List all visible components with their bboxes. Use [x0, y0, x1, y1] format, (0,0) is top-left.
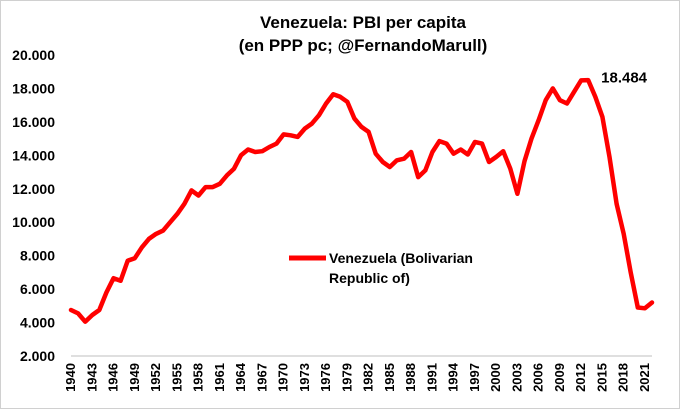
y-tick-label: 6.000	[20, 281, 55, 297]
legend: Venezuela (Bolivarian Republic of)	[289, 250, 473, 286]
x-tick-label: 1997	[467, 363, 482, 392]
x-tick-label: 1985	[382, 363, 397, 392]
x-tick-label: 1952	[148, 363, 163, 392]
x-tick-label: 1982	[361, 363, 376, 392]
x-tick-label: 1940	[63, 363, 78, 392]
data-label: 18.484	[601, 69, 648, 86]
x-tick-label: 2006	[531, 363, 546, 392]
y-tick-label: 18.000	[12, 80, 55, 96]
x-tick-label: 1961	[212, 363, 227, 392]
y-tick-label: 14.000	[12, 147, 55, 163]
x-tick-label: 1994	[446, 362, 461, 392]
y-axis: 2.000 4.000 6.000 8.000 10.000 12.000 14.000 16…	[12, 47, 55, 364]
x-tick-label: 1967	[254, 363, 269, 392]
x-tick-label: 1970	[276, 363, 291, 392]
x-tick-label: 2009	[552, 363, 567, 392]
x-tick-label: 1988	[403, 363, 418, 392]
x-tick-label: 1979	[339, 363, 354, 392]
x-tick-label: 1991	[424, 363, 439, 392]
x-tick-label: 1958	[191, 363, 206, 392]
annotations: 18.484	[601, 69, 648, 86]
y-tick-label: 8.000	[20, 248, 55, 264]
x-tick-label: 1955	[169, 363, 184, 392]
chart-subtitle: (en PPP pc; @FernandoMarull)	[239, 36, 488, 55]
x-tick-label: 2000	[488, 363, 503, 392]
x-tick-label: 2018	[616, 363, 631, 392]
legend-label-line2: Republic of)	[329, 270, 410, 286]
x-axis: 1940 1943 1946 1949 1952 1955 1958 1961 1964 1967…	[63, 356, 652, 392]
y-tick-label: 12.000	[12, 181, 55, 197]
x-tick-label: 1976	[318, 363, 333, 392]
x-tick-label: 1943	[84, 363, 99, 392]
y-tick-label: 2.000	[20, 348, 55, 364]
x-tick-label: 1949	[127, 363, 142, 392]
x-tick-label: 2003	[509, 363, 524, 392]
y-tick-label: 4.000	[20, 315, 55, 331]
x-tick-label: 2012	[573, 363, 588, 392]
y-tick-label: 20.000	[12, 47, 55, 63]
x-tick-label: 1946	[106, 363, 121, 392]
y-tick-label: 16.000	[12, 114, 55, 130]
legend-label-line1: Venezuela (Bolivarian	[329, 250, 473, 266]
chart-frame: Venezuela: PBI per capita (en PPP pc; @F…	[0, 0, 680, 409]
x-tick-label: 1973	[297, 363, 312, 392]
chart-title: Venezuela: PBI per capita	[260, 13, 467, 32]
y-tick-label: 10.000	[12, 214, 55, 230]
x-tick-label: 1964	[233, 362, 248, 392]
x-tick-label: 2021	[637, 363, 652, 392]
line-chart: Venezuela: PBI per capita (en PPP pc; @F…	[1, 1, 680, 410]
x-tick-label: 2015	[594, 363, 609, 392]
